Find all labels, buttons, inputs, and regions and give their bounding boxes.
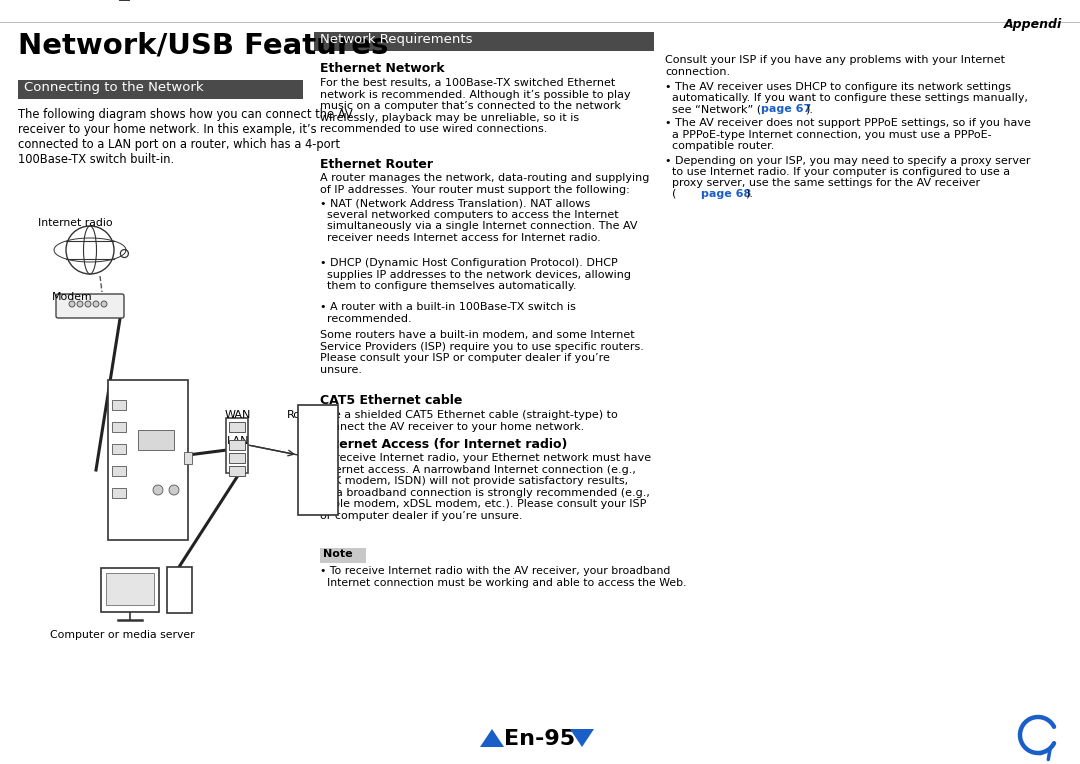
Bar xyxy=(229,466,245,476)
Bar xyxy=(298,405,338,515)
Text: En-95: En-95 xyxy=(504,729,576,749)
Bar xyxy=(112,422,126,432)
Text: The following diagram shows how you can connect the AV
receiver to your home net: The following diagram shows how you can … xyxy=(18,108,353,166)
Text: proxy server, use the same settings for the AV receiver: proxy server, use the same settings for … xyxy=(665,178,981,188)
Text: • NAT (Network Address Translation). NAT allows
  several networked computers to: • NAT (Network Address Translation). NAT… xyxy=(320,198,637,243)
Circle shape xyxy=(93,301,99,307)
Bar xyxy=(112,444,126,454)
Bar xyxy=(108,380,188,540)
Text: Ethernet Router: Ethernet Router xyxy=(320,158,433,171)
Text: Internet Access (for Internet radio): Internet Access (for Internet radio) xyxy=(320,438,567,451)
Text: Use a shielded CAT5 Ethernet cable (straight-type) to
connect the AV receiver to: Use a shielded CAT5 Ethernet cable (stra… xyxy=(320,410,618,432)
Text: (: ( xyxy=(665,189,690,199)
Bar xyxy=(167,567,192,613)
Text: ).: ). xyxy=(805,104,813,114)
Text: • The AV receiver does not support PPPoE settings, so if you have
  a PPPoE-type: • The AV receiver does not support PPPoE… xyxy=(665,118,1031,151)
Text: ).: ). xyxy=(745,189,753,199)
Text: Modem: Modem xyxy=(52,292,93,302)
Text: Network Requirements: Network Requirements xyxy=(320,33,473,46)
Text: Computer or media server: Computer or media server xyxy=(50,630,194,640)
FancyBboxPatch shape xyxy=(56,294,124,318)
Text: Network/USB Features: Network/USB Features xyxy=(18,32,389,60)
Bar xyxy=(18,80,303,99)
Text: • The AV receiver uses DHCP to configure its network settings: • The AV receiver uses DHCP to configure… xyxy=(665,82,1011,92)
Text: • Depending on your ISP, you may need to specify a proxy server: • Depending on your ISP, you may need to… xyxy=(665,156,1030,166)
Bar xyxy=(184,452,192,464)
Bar xyxy=(226,418,248,473)
Bar xyxy=(106,573,154,605)
Text: • A router with a built-in 100Base-TX switch is
  recommended.: • A router with a built-in 100Base-TX sw… xyxy=(320,302,576,324)
Text: Ethernet Network: Ethernet Network xyxy=(320,62,445,75)
Text: LAN: LAN xyxy=(227,436,249,446)
Bar xyxy=(229,440,245,450)
Text: A router manages the network, data-routing and supplying
of IP addresses. Your r: A router manages the network, data-routi… xyxy=(320,173,649,195)
Bar xyxy=(112,466,126,476)
Text: to use Internet radio. If your computer is configured to use a: to use Internet radio. If your computer … xyxy=(665,167,1010,177)
Text: For the best results, a 100Base-TX switched Ethernet
network is recommended. Alt: For the best results, a 100Base-TX switc… xyxy=(320,78,631,134)
Circle shape xyxy=(77,301,83,307)
Text: page 67: page 67 xyxy=(761,104,811,114)
Polygon shape xyxy=(480,729,504,747)
Text: automatically. If you want to configure these settings manually,: automatically. If you want to configure … xyxy=(665,93,1028,103)
Text: Some routers have a built-in modem, and some Internet
Service Providers (ISP) re: Some routers have a built-in modem, and … xyxy=(320,330,644,375)
Bar xyxy=(320,548,366,563)
Text: CAT5 Ethernet cable: CAT5 Ethernet cable xyxy=(320,394,462,407)
Bar xyxy=(112,488,126,498)
Text: page 68: page 68 xyxy=(701,189,752,199)
Bar xyxy=(102,568,159,612)
Bar xyxy=(112,400,126,410)
Text: Consult your ISP if you have any problems with your Internet
connection.: Consult your ISP if you have any problem… xyxy=(665,55,1005,76)
Text: • DHCP (Dynamic Host Configuration Protocol). DHCP
  supplies IP addresses to th: • DHCP (Dynamic Host Configuration Proto… xyxy=(320,258,631,291)
Text: • To receive Internet radio with the AV receiver, your broadband
  Internet conn: • To receive Internet radio with the AV … xyxy=(320,566,687,588)
Circle shape xyxy=(168,485,179,495)
Circle shape xyxy=(85,301,91,307)
Bar xyxy=(229,422,245,432)
Text: Connecting to the Network: Connecting to the Network xyxy=(24,81,204,94)
Text: Internet radio: Internet radio xyxy=(38,218,112,228)
Text: Note: Note xyxy=(323,549,353,559)
Bar xyxy=(138,430,174,450)
Bar xyxy=(314,32,654,51)
Text: Router: Router xyxy=(287,410,324,420)
Polygon shape xyxy=(570,729,594,747)
Text: see “Network” (: see “Network” ( xyxy=(665,104,775,114)
Circle shape xyxy=(102,301,107,307)
Circle shape xyxy=(153,485,163,495)
Text: Appendi: Appendi xyxy=(1003,18,1062,31)
Text: To receive Internet radio, your Ethernet network must have
Internet access. A na: To receive Internet radio, your Ethernet… xyxy=(320,453,651,521)
Bar xyxy=(229,453,245,463)
Text: WAN: WAN xyxy=(225,410,252,420)
Circle shape xyxy=(69,301,75,307)
